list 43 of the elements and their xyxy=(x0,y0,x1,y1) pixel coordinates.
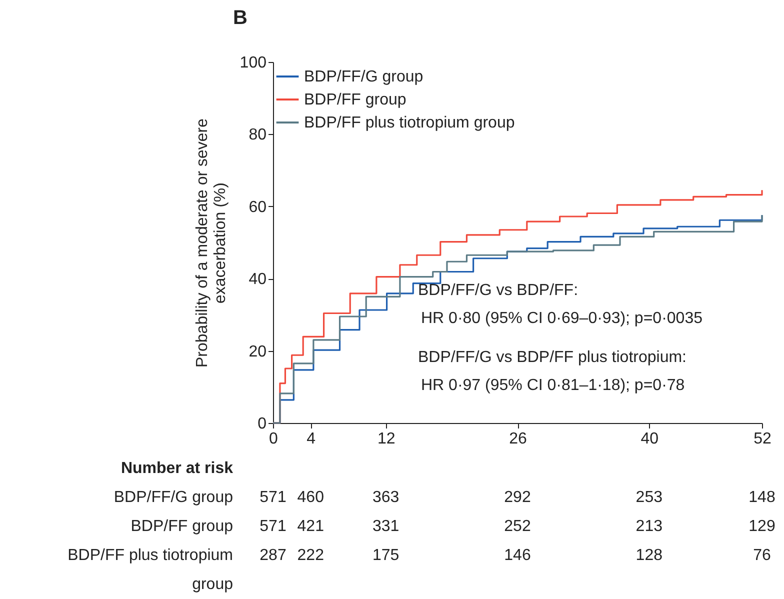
text: 292 xyxy=(504,489,531,506)
text: BDP/FF group xyxy=(130,518,234,535)
annotation: HR 0·80 (95% CI 0·69–0·93); p=0·0035 xyxy=(421,310,703,327)
text: 175 xyxy=(372,547,400,564)
text: 253 xyxy=(636,489,663,506)
text: 129 xyxy=(748,518,776,535)
text: 128 xyxy=(636,547,663,564)
x-tick-label: 40 xyxy=(640,430,659,448)
x-tick-label: 4 xyxy=(306,430,316,448)
y-tick-label: 60 xyxy=(248,198,267,216)
y-axis-title: Probability of a moderate or severe exacerbation (%) xyxy=(194,118,229,368)
text: 331 xyxy=(372,518,400,535)
x-tick-label: 52 xyxy=(754,430,772,448)
y-tick-label: 100 xyxy=(240,54,267,72)
y-tick-label: 40 xyxy=(248,271,267,288)
text: 571 xyxy=(260,489,286,506)
text: 460 xyxy=(297,489,324,506)
text: 287 xyxy=(260,547,286,564)
y-tick-label: 20 xyxy=(248,343,267,360)
text: 363 xyxy=(372,489,400,506)
legend-label: BDP/FF/G group xyxy=(304,68,424,86)
text: 252 xyxy=(504,518,531,535)
x-tick-label: 26 xyxy=(509,430,527,448)
text: BDP/FF plus tiotropium group xyxy=(68,547,234,593)
chart-title: B xyxy=(233,7,248,29)
y-tick-label: 0 xyxy=(258,416,267,432)
text: 213 xyxy=(636,518,663,535)
y-tick-label: 80 xyxy=(248,126,267,144)
text: 222 xyxy=(297,547,324,564)
annotation: BDP/FF/G vs BDP/FF plus tiotropium: xyxy=(418,349,686,366)
text: 571 xyxy=(260,518,286,535)
legend-label: BDP/FF plus tiotropium group xyxy=(304,114,515,132)
text: 148 xyxy=(748,489,776,506)
text: BDP/FF/G group xyxy=(114,489,234,506)
text: Number at risk xyxy=(120,460,234,477)
text: 146 xyxy=(504,547,531,564)
annotation: BDP/FF/G vs BDP/FF: xyxy=(418,282,578,299)
text: 421 xyxy=(297,518,324,535)
x-tick-label: 0 xyxy=(269,430,278,448)
annotation: HR 0·97 (95% CI 0·81–1·18); p=0·78 xyxy=(421,377,685,394)
text: 76 xyxy=(753,547,771,564)
x-tick-label: 12 xyxy=(377,430,396,448)
legend-label: BDP/FF group xyxy=(304,92,406,108)
